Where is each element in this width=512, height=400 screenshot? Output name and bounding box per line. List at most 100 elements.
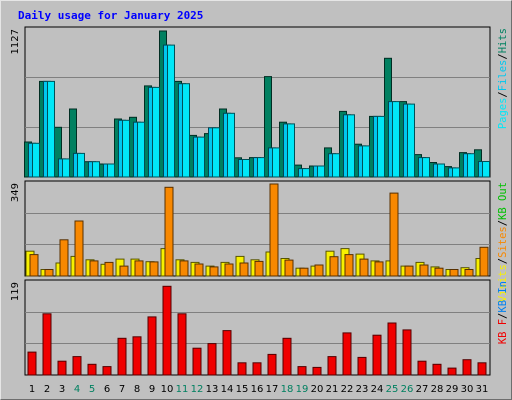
bar bbox=[162, 285, 172, 376]
bar bbox=[462, 359, 472, 376]
bar bbox=[27, 351, 37, 376]
panel-3: 119 bbox=[10, 279, 491, 376]
day-label: 15 bbox=[236, 384, 249, 395]
legend-separator: / bbox=[497, 91, 509, 97]
legend-text: KB F/KB In bbox=[497, 281, 509, 344]
series-sites bbox=[29, 183, 489, 277]
bar bbox=[102, 366, 112, 376]
day-label: 22 bbox=[341, 384, 354, 395]
series-pages bbox=[32, 44, 490, 178]
bar bbox=[387, 322, 397, 376]
bar bbox=[209, 266, 219, 277]
bar bbox=[132, 336, 142, 376]
bar bbox=[164, 186, 174, 277]
legend-separator: / bbox=[497, 53, 509, 59]
legend-item: KB In bbox=[497, 281, 509, 313]
day-label: 18 bbox=[281, 384, 294, 395]
bar bbox=[432, 363, 442, 376]
legend-item: KB Out bbox=[497, 182, 509, 220]
bar bbox=[362, 145, 370, 178]
legend-2: Visits/Sites/KB Out bbox=[497, 182, 509, 302]
bar bbox=[272, 147, 280, 178]
bar bbox=[447, 367, 457, 376]
bar bbox=[449, 269, 459, 277]
bar bbox=[92, 161, 100, 178]
panel-2: 349 bbox=[10, 180, 491, 277]
bar bbox=[374, 261, 384, 277]
bar bbox=[42, 313, 52, 376]
bar bbox=[477, 362, 487, 376]
bar bbox=[177, 313, 187, 376]
bar bbox=[297, 366, 307, 376]
bar bbox=[227, 112, 235, 178]
bar bbox=[77, 152, 85, 178]
legend-separator: / bbox=[497, 220, 509, 226]
day-label: 7 bbox=[119, 384, 125, 395]
bar bbox=[464, 269, 474, 277]
day-label: 31 bbox=[476, 384, 489, 395]
day-label: 17 bbox=[266, 384, 279, 395]
bar bbox=[167, 44, 175, 178]
bar bbox=[254, 260, 264, 277]
y-max-label: 349 bbox=[10, 183, 21, 202]
legend-separator: / bbox=[497, 313, 509, 319]
bar bbox=[149, 261, 159, 277]
day-label: 8 bbox=[134, 384, 140, 395]
bar bbox=[152, 86, 160, 178]
bar bbox=[197, 136, 205, 178]
bar bbox=[284, 259, 294, 277]
bar bbox=[407, 103, 415, 178]
bar bbox=[239, 262, 249, 277]
bar bbox=[192, 347, 202, 376]
bar bbox=[332, 153, 340, 178]
bar bbox=[269, 183, 279, 277]
bar bbox=[29, 254, 39, 277]
day-label: 25 bbox=[386, 384, 399, 395]
bar bbox=[134, 260, 144, 277]
day-label: 9 bbox=[149, 384, 155, 395]
bar bbox=[377, 115, 385, 178]
legend-3: KB F/KB In bbox=[497, 281, 509, 344]
day-label: 28 bbox=[431, 384, 444, 395]
bar bbox=[257, 157, 265, 178]
bar bbox=[359, 258, 369, 277]
bar bbox=[182, 83, 190, 178]
bar bbox=[389, 192, 399, 277]
bar bbox=[87, 363, 97, 376]
day-label: 6 bbox=[104, 384, 110, 395]
bar bbox=[357, 356, 367, 376]
legend-item: Files bbox=[497, 60, 509, 92]
bar bbox=[107, 163, 115, 178]
bar bbox=[242, 159, 250, 178]
legend-item: Pages bbox=[497, 98, 509, 130]
day-label: 14 bbox=[221, 384, 234, 395]
bar bbox=[212, 127, 220, 178]
bar bbox=[312, 366, 322, 376]
bar bbox=[347, 114, 355, 178]
chart-title: Daily usage for January 2025 bbox=[18, 9, 203, 22]
bar bbox=[342, 332, 352, 376]
bar bbox=[224, 263, 234, 277]
bar bbox=[267, 353, 277, 376]
plot-area bbox=[24, 279, 491, 376]
legend-item: Sites bbox=[497, 226, 509, 258]
legend-separator: / bbox=[497, 258, 509, 264]
bar bbox=[74, 220, 84, 277]
bar bbox=[417, 360, 427, 376]
bar bbox=[122, 119, 130, 178]
legend-1: Pages/Files/Hits bbox=[497, 28, 509, 129]
bar bbox=[32, 142, 40, 178]
bar bbox=[314, 264, 324, 277]
y-max-label: 119 bbox=[10, 282, 21, 301]
day-label: 24 bbox=[371, 384, 384, 395]
day-label: 16 bbox=[251, 384, 264, 395]
bar bbox=[117, 337, 127, 376]
legend-item: KB F bbox=[497, 319, 509, 344]
day-label: 10 bbox=[161, 384, 174, 395]
bar bbox=[207, 343, 217, 376]
legend-item: Hits bbox=[497, 28, 509, 53]
bar bbox=[44, 269, 54, 277]
bar bbox=[422, 157, 430, 178]
day-label: 27 bbox=[416, 384, 429, 395]
